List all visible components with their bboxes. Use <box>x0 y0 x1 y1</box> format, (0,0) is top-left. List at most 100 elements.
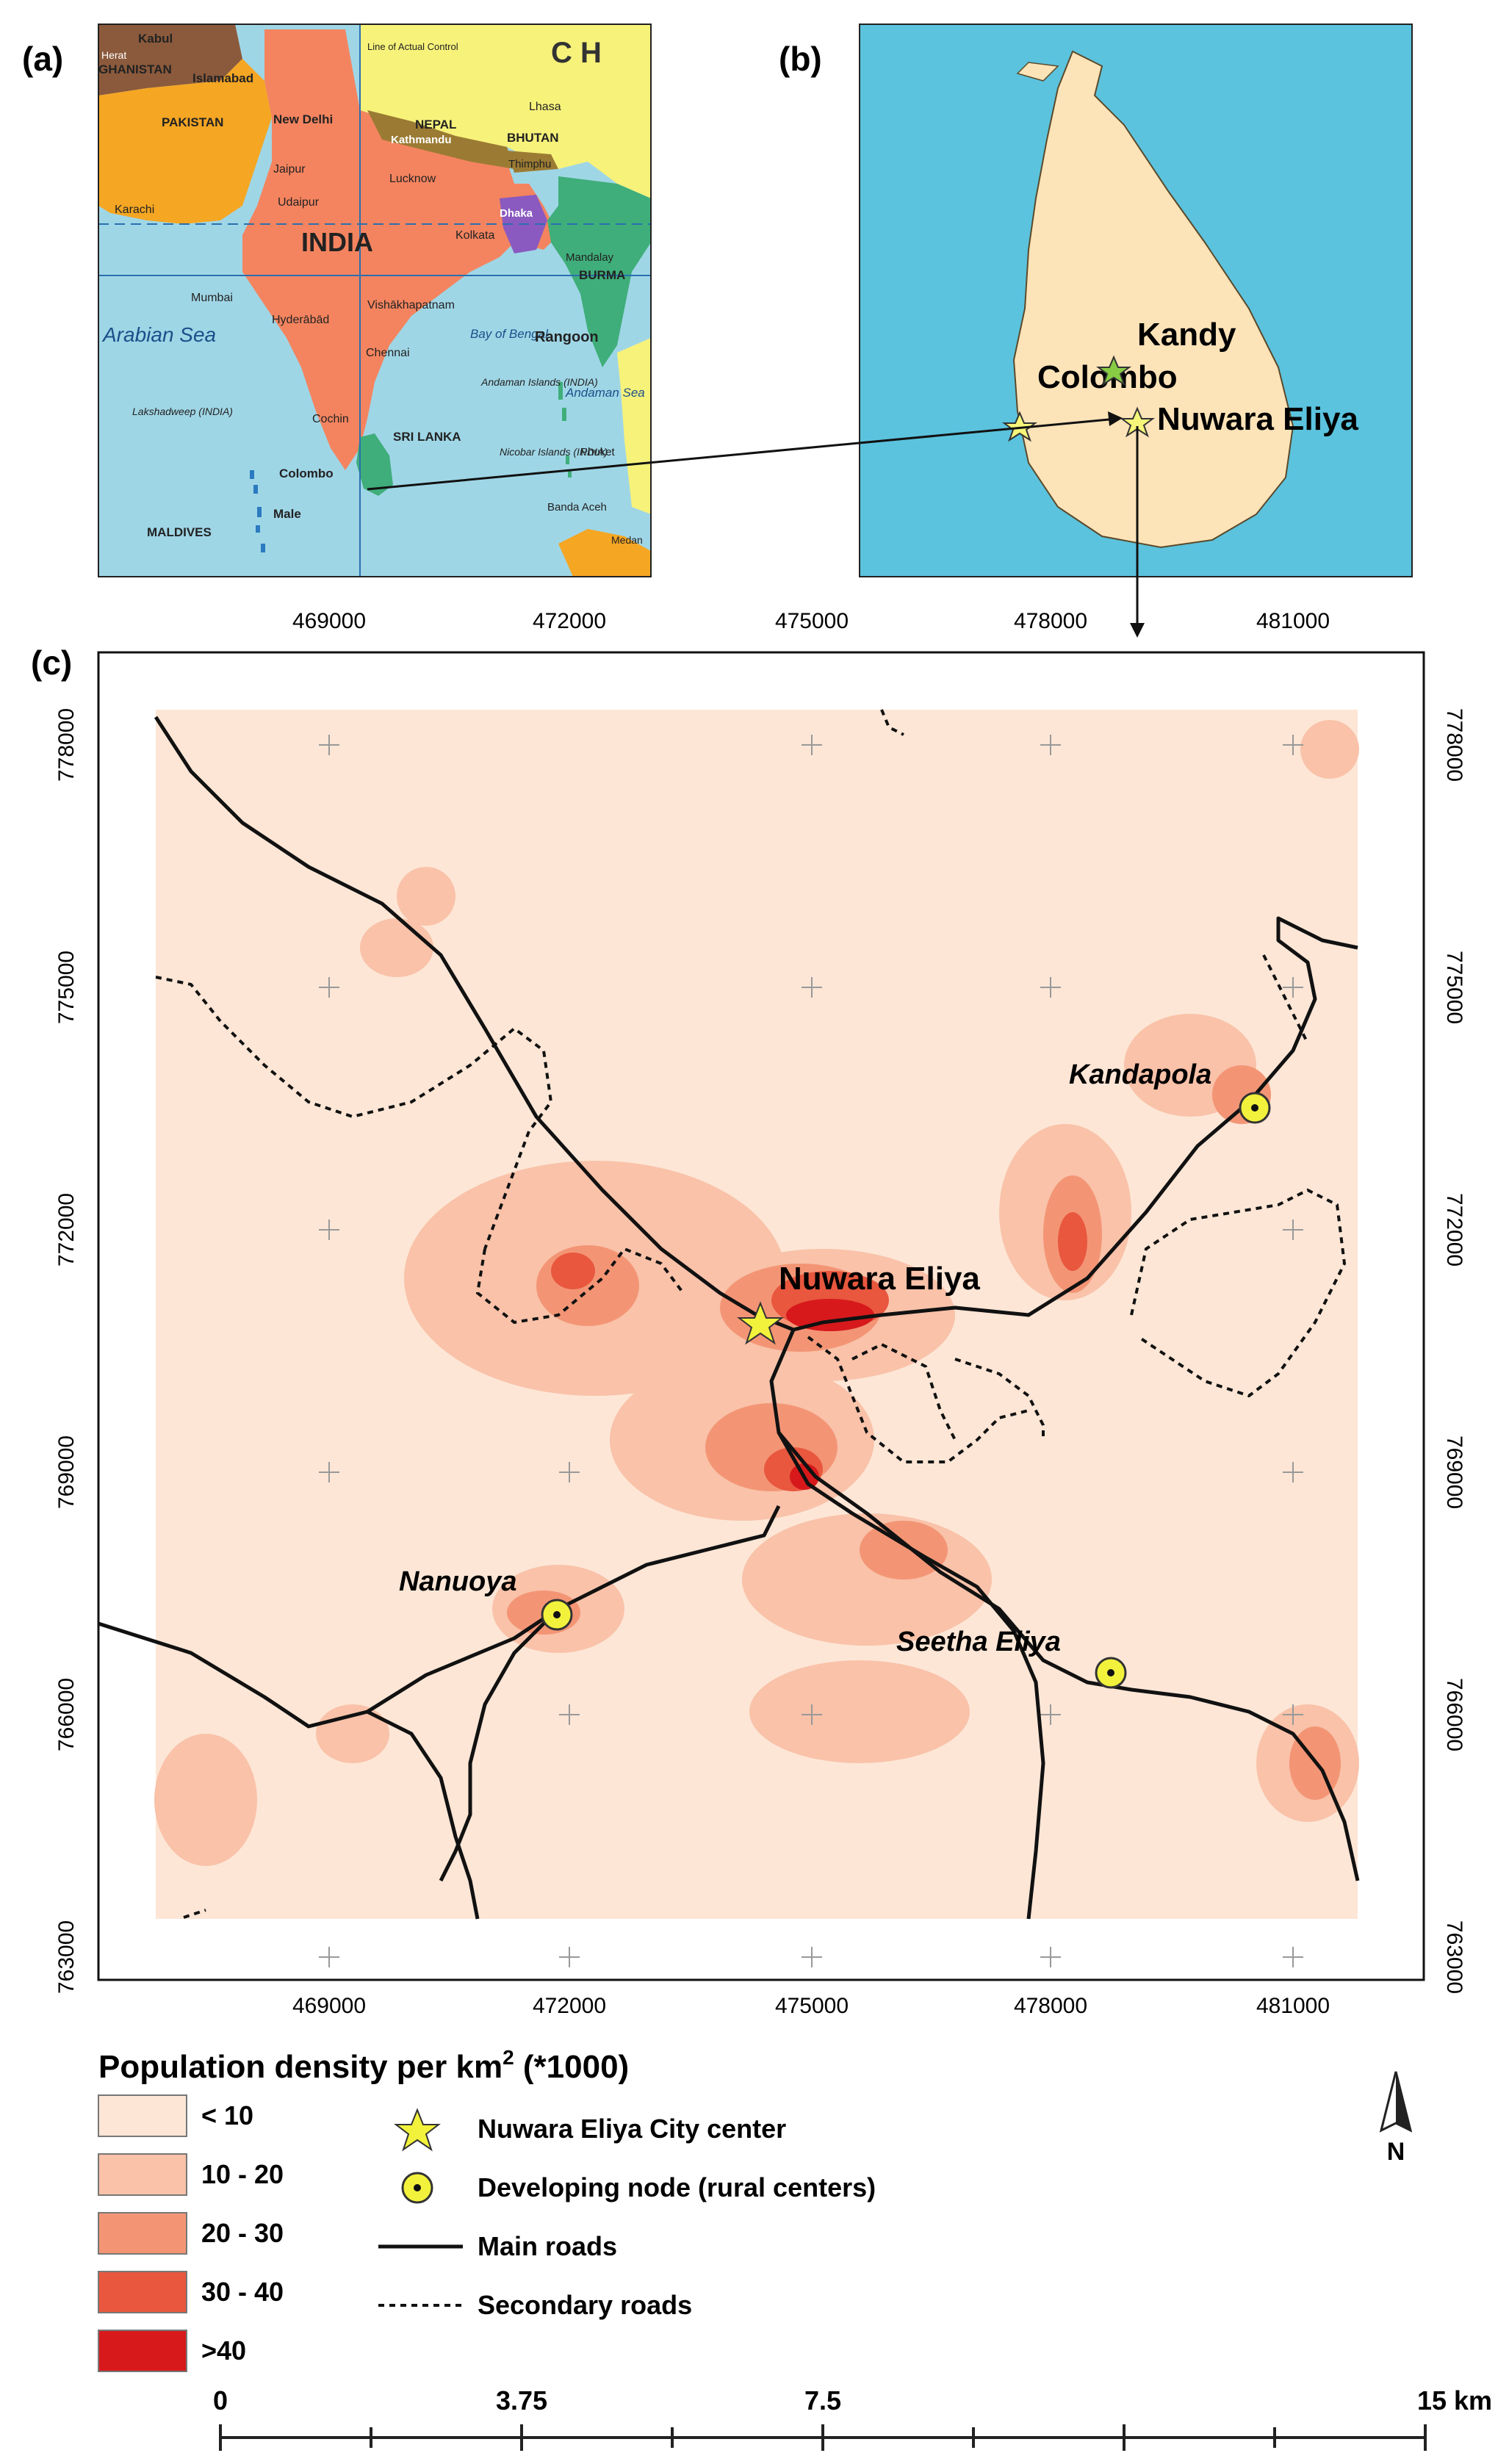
maldives-islands <box>250 470 265 552</box>
legend-swatch <box>98 2153 187 2196</box>
label-india: INDIA <box>301 227 373 257</box>
label-male: Male <box>273 507 301 521</box>
legend-class-label: 10 - 20 <box>201 2159 284 2189</box>
label-andaman-sea: Andaman Sea <box>565 386 645 400</box>
label-lucknow: Lucknow <box>389 173 436 185</box>
pakistan-region <box>98 59 272 224</box>
x-tick-bottom: 475000 <box>775 1994 849 2018</box>
scale-label: 3.75 <box>496 2385 547 2416</box>
x-ticks-top: 469000 472000 475000 478000 481000 <box>292 609 1330 633</box>
afghanistan-region <box>98 24 242 96</box>
panel-a-label: (a) <box>22 40 63 78</box>
legend-star-icon <box>394 2108 441 2152</box>
label-kathmandu: Kathmandu <box>391 134 452 146</box>
x-tick-bottom: 481000 <box>1256 1994 1330 2018</box>
north-label: N <box>1387 2138 1405 2166</box>
north-arrow: N <box>1379 2071 1413 2166</box>
y-tick-right: 769000 <box>1442 1435 1466 1509</box>
panel-b-label: (b) <box>779 40 822 78</box>
label-medan: Medan <box>611 534 643 546</box>
label-hyderabad: Hyderābād <box>272 314 329 326</box>
y-tick-left: 778000 <box>54 708 79 782</box>
connector-arrowhead-down <box>1130 623 1145 638</box>
legend-swatch <box>98 2330 187 2372</box>
panel-c-label: (c) <box>31 644 72 682</box>
scale-ticks <box>219 2424 1427 2451</box>
label-nepal: NEPAL <box>415 118 456 132</box>
developing-node-nanuoya <box>541 1599 573 1631</box>
developing-node-seetha-eliya <box>1095 1657 1127 1689</box>
y-tick-right: 778000 <box>1442 708 1466 782</box>
label-andaman-islands: Andaman Islands (INDIA) <box>480 376 598 388</box>
legend-title-sup: 2 <box>503 2046 514 2069</box>
label-line-control: Line of Actual Control <box>367 41 458 52</box>
label-mumbai: Mumbai <box>191 292 233 304</box>
jaffna-peninsula <box>1016 62 1059 82</box>
nepal-region <box>367 110 514 169</box>
x-tick-top: 478000 <box>1014 609 1087 633</box>
legend-title-suffix: (*1000) <box>514 2049 630 2085</box>
label-kabul: Kabul <box>138 32 173 46</box>
label-lhasa: Lhasa <box>529 101 561 113</box>
label-phuket: Phuket <box>580 446 616 458</box>
colombo-star-icon <box>1002 411 1037 442</box>
label-lakshadweep: Lakshadweep (INDIA) <box>132 406 233 417</box>
y-tick-left: 766000 <box>54 1678 79 1751</box>
legend-swatch <box>98 2212 187 2255</box>
label-islamabad: Islamabad <box>192 71 253 85</box>
label-afghanistan: GHANISTAN <box>98 62 172 76</box>
label-udaipur: Udaipur <box>278 196 320 209</box>
sri-lanka-a-region <box>356 433 393 496</box>
label-herat: Herat <box>101 49 126 61</box>
label-sri-lanka-a: SRI LANKA <box>393 430 461 444</box>
scale-label: 15 km <box>1417 2385 1492 2416</box>
label-chennai: Chennai <box>366 347 410 359</box>
legend-swatch <box>98 2271 187 2313</box>
label-kandapola: Kandapola <box>1069 1059 1211 1090</box>
legend-developing-node: Developing node (rural centers) <box>478 2172 876 2202</box>
x-tick-top: 475000 <box>775 609 849 633</box>
scale-label: 7.5 <box>804 2385 841 2416</box>
label-thimphu: Thimphu <box>508 158 551 170</box>
y-tick-right: 766000 <box>1442 1678 1466 1751</box>
legend-main-roads: Main roads <box>478 2231 617 2261</box>
sri-lanka-b-island <box>1012 50 1294 549</box>
main-roads <box>98 716 1360 1920</box>
legend-title: Population density per km2 (*1000) <box>98 2046 629 2085</box>
y-ticks-left: 778000 775000 772000 769000 766000 76300… <box>54 708 79 1994</box>
label-arabian-sea: Arabian Sea <box>101 323 216 346</box>
y-ticks-right: 778000 775000 772000 769000 766000 76300… <box>1442 708 1466 1994</box>
label-vishakhapatnam: Vishākhapatnam <box>367 299 455 311</box>
legend-class-label: < 10 <box>201 2100 253 2130</box>
legend-node-dot <box>414 2184 421 2191</box>
andaman-islands <box>558 382 572 478</box>
legend-title-main: Population density per km <box>98 2049 503 2085</box>
label-maldives: MALDIVES <box>147 525 212 539</box>
x-tick-top: 469000 <box>292 609 366 633</box>
india-region <box>242 29 558 470</box>
y-tick-left: 763000 <box>54 1920 79 1994</box>
label-bay-of-bengal: Bay of Bengal <box>470 327 549 341</box>
kandy-star-icon <box>1096 355 1131 386</box>
x-tick-bottom: 469000 <box>292 1994 366 2018</box>
x-tick-bottom: 472000 <box>533 1994 606 2018</box>
developing-node-kandapola <box>1239 1092 1271 1124</box>
label-jaipur: Jaipur <box>273 163 306 176</box>
legend-class-label: >40 <box>201 2335 246 2366</box>
label-new-delhi: New Delhi <box>273 112 333 126</box>
legend-swatch <box>98 2094 187 2137</box>
legend-class-label: 30 - 40 <box>201 2277 284 2307</box>
north-arrow-shade <box>1396 2072 1411 2130</box>
label-bhutan: BHUTAN <box>507 131 559 145</box>
grid-crosses <box>319 735 1303 1967</box>
secondary-roads <box>155 709 1347 1919</box>
scale-label: 0 <box>213 2385 228 2416</box>
legend-city-center: Nuwara Eliya City center <box>478 2114 786 2144</box>
legend-symbols: Nuwara Eliya City center Developing node… <box>378 2108 876 2320</box>
x-tick-top: 481000 <box>1256 609 1330 633</box>
y-tick-right: 775000 <box>1442 951 1466 1024</box>
label-seetha-eliya: Seetha Eliya <box>896 1627 1061 1657</box>
y-tick-right: 772000 <box>1442 1193 1466 1267</box>
map-c: Nuwara Eliya Kandapola Nanuoya Seetha El… <box>98 709 1360 1967</box>
